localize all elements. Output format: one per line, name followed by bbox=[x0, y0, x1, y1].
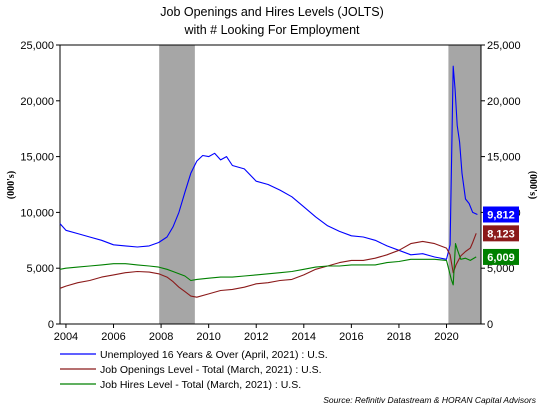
value-badge-job-openings bbox=[483, 225, 519, 242]
x-tick-label-6: 2016 bbox=[339, 331, 363, 343]
x-tick-label-5: 2014 bbox=[292, 331, 316, 343]
y-tick-label-right-0: 0 bbox=[487, 319, 493, 331]
series-line-job-openings bbox=[59, 233, 477, 298]
chart-subtitle: with # Looking For Employment bbox=[183, 23, 360, 37]
chart-title: Job Openings and Hires Levels (JOLTS) bbox=[160, 5, 383, 19]
y-axis-label-right: (000's) bbox=[527, 171, 538, 199]
value-badge-label-unemployed: 9,812 bbox=[487, 209, 515, 221]
x-tick-label-0: 2004 bbox=[54, 331, 78, 343]
source-note: Source: Refinitiv Datastream & HORAN Cap… bbox=[323, 395, 536, 405]
y-tick-label-right-1: 5,000 bbox=[487, 263, 515, 275]
value-badge-job-hires bbox=[483, 248, 519, 265]
x-tick-label-1: 2006 bbox=[101, 331, 125, 343]
series-lines bbox=[59, 65, 478, 298]
y-tick-label-left-3: 15,000 bbox=[20, 152, 54, 164]
y-tick-label-right-4: 20,000 bbox=[487, 96, 521, 108]
x-tick-label-2: 2008 bbox=[149, 331, 173, 343]
x-tick-label-8: 2020 bbox=[434, 331, 458, 343]
value-badge-label-job-openings: 8,123 bbox=[487, 228, 515, 240]
legend-label-unemployed: Unemployed 16 Years & Over (April, 2021)… bbox=[100, 349, 328, 361]
series-line-unemployed bbox=[59, 65, 478, 260]
value-badge-unemployed bbox=[483, 206, 519, 223]
legend-label-job-hires: Job Hires Level - Total (March, 2021) : … bbox=[100, 379, 301, 391]
series-line-job-hires bbox=[59, 243, 477, 286]
value-badges: 9,812 8,123 6,009 bbox=[483, 206, 519, 265]
axis-ticks: 005,0005,00010,00010,00015,00015,00020,0… bbox=[20, 40, 520, 343]
recession-band-1 bbox=[159, 45, 195, 324]
y-tick-label-left-0: 0 bbox=[48, 319, 54, 331]
y-tick-label-left-2: 10,000 bbox=[20, 207, 54, 219]
y-axis-label-left: (000's) bbox=[6, 171, 17, 199]
legend: Unemployed 16 Years & Over (April, 2021)… bbox=[60, 349, 328, 391]
y-tick-label-left-5: 25,000 bbox=[20, 40, 54, 52]
y-tick-label-right-5: 25,000 bbox=[487, 40, 521, 52]
value-badge-label-job-hires: 6,009 bbox=[487, 252, 515, 264]
x-tick-label-7: 2018 bbox=[387, 331, 411, 343]
recession-shading bbox=[159, 45, 481, 324]
plot-area bbox=[59, 44, 482, 325]
x-tick-label-3: 2010 bbox=[196, 331, 220, 343]
y-tick-label-left-1: 5,000 bbox=[26, 263, 54, 275]
y-tick-label-left-4: 20,000 bbox=[20, 96, 54, 108]
x-tick-label-4: 2012 bbox=[244, 331, 268, 343]
y-tick-label-right-3: 15,000 bbox=[487, 152, 521, 164]
legend-label-job-openings: Job Openings Level - Total (March, 2021)… bbox=[100, 364, 322, 376]
